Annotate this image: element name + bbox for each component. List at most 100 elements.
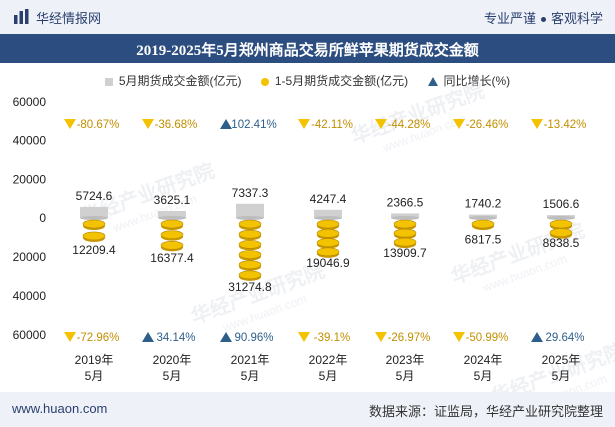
growth-label-cumulative: 90.96%	[234, 332, 273, 344]
growth-label-cumulative: -50.99%	[466, 332, 509, 344]
growth-label-cumulative: 29.64%	[545, 332, 584, 344]
bar-value-label: 2366.5	[387, 195, 424, 209]
coin-icon	[82, 219, 106, 229]
coin-icon	[549, 228, 573, 237]
coin-icon	[82, 231, 106, 241]
bar-base	[314, 216, 342, 220]
growth-down-icon	[375, 119, 387, 129]
footer-bar: www.huaon.com 数据来源：证监局，华经产业研究院整理	[0, 392, 615, 427]
legend-item-growth: 同比增长(%)	[427, 72, 510, 89]
chart-title: 2019-2025年5月郑州商品交易所鲜苹果期货成交金额	[136, 43, 479, 59]
growth-down-icon	[64, 332, 76, 342]
tagline-right: 客观科学	[550, 11, 603, 26]
coin-icon	[471, 219, 495, 229]
footer-source: 数据来源：证监局，华经产业研究院整理	[368, 404, 603, 419]
y-tick-label: 60000	[13, 95, 47, 109]
growth-label: -26.46%	[466, 119, 509, 131]
bar-value-label: 3625.1	[154, 193, 191, 207]
growth-label-cumulative: 34.14%	[156, 332, 195, 344]
growth-up-icon	[220, 119, 232, 129]
bar-monthly	[391, 213, 419, 218]
growth-label: -44.28%	[388, 119, 431, 131]
growth-label: -42.11%	[311, 119, 353, 131]
coin-stack	[82, 219, 106, 242]
growth-label-cumulative: -72.96%	[77, 332, 120, 344]
coin-value-label: 31274.8	[228, 280, 272, 294]
legend-label-cumulative: 1-5月期货成交金额(亿元)	[274, 74, 409, 88]
coin-icon	[160, 240, 184, 250]
coin-icon	[160, 230, 184, 239]
coin-value-label: 8838.5	[543, 236, 580, 250]
category-label-year: 2024年	[464, 353, 503, 367]
growth-down-icon	[375, 332, 387, 342]
bar-base	[158, 216, 186, 220]
data-labels: -80.67% -36.68% 102.41% -42.11% -44.28% -26.4…	[72, 119, 586, 344]
category-label-year: 2019年	[75, 353, 114, 367]
bar-base	[547, 216, 575, 220]
coin-stack	[160, 219, 184, 252]
category-label-month: 5月	[241, 369, 260, 383]
growth-label: 102.41%	[231, 119, 276, 131]
coin-stack	[471, 219, 495, 230]
bar-base	[469, 216, 497, 220]
y-tick-label: 60000	[13, 328, 47, 342]
y-tick-label: 20000	[13, 172, 47, 186]
coin-value-label: 13909.7	[383, 246, 427, 260]
coin-value-label: 19046.9	[306, 256, 350, 270]
coin-icon	[393, 228, 417, 238]
growth-series	[64, 119, 543, 342]
legend-label-monthly: 5月期货成交金额(亿元)	[118, 74, 242, 88]
bar-value-label: 7337.3	[232, 186, 269, 200]
coin-stack	[316, 219, 340, 258]
bar-value-label: 1740.2	[465, 197, 502, 211]
coin-icon	[393, 219, 417, 229]
y-tick-label: 40000	[13, 134, 47, 148]
coin-value-label: 12209.4	[72, 243, 116, 257]
legend-triangle-icon	[427, 77, 438, 87]
bar-base	[391, 216, 419, 220]
y-axis: 60000 40000 20000 0 20000 40000 60000	[13, 95, 47, 342]
growth-down-icon	[142, 119, 154, 129]
category-label-year: 2021年	[231, 353, 270, 367]
coin-icon	[238, 250, 262, 259]
bar-value-label: 4247.4	[310, 192, 347, 206]
legend-coin-icon	[260, 77, 269, 86]
coin-icon	[316, 238, 340, 247]
category-label-year: 2020年	[153, 353, 192, 367]
coin-icon	[316, 219, 340, 229]
y-tick-label: 20000	[13, 250, 47, 264]
coin-icon	[316, 247, 340, 257]
growth-label-cumulative: -26.97%	[388, 332, 431, 344]
legend-item-cumulative: 1-5月期货成交金额(亿元)	[260, 72, 409, 89]
growth-label: -13.42%	[544, 119, 587, 131]
growth-down-icon	[531, 119, 543, 129]
bar-monthly	[236, 203, 264, 218]
growth-down-icon	[453, 332, 465, 342]
brand-name: 华经情报网	[36, 11, 102, 26]
coin-icon	[393, 237, 417, 247]
category-label-month: 5月	[85, 369, 104, 383]
x-axis-labels: 2019年 5月 2020年 5月 2021年 5月 2022年 5月 2023年 5月 2024年…	[75, 353, 581, 383]
growth-down-icon	[298, 119, 310, 129]
coin-icon	[238, 229, 262, 239]
tagline-left: 专业严谨	[483, 11, 536, 26]
coin-stack	[549, 219, 573, 239]
bar-base	[80, 216, 108, 220]
category-label-year: 2025年	[542, 353, 581, 367]
top-bar: 华经情报网 专业严谨 客观科学	[0, 0, 615, 34]
footer-site: www.huaon.com	[12, 401, 108, 416]
coin-value-label: 16377.4	[150, 251, 194, 265]
growth-label: -36.68%	[155, 119, 198, 131]
growth-down-icon	[64, 119, 76, 129]
growth-up-icon	[220, 332, 232, 342]
y-tick-label: 0	[39, 211, 46, 225]
category-label-year: 2023年	[386, 353, 425, 367]
bar-series-monthly	[80, 203, 575, 220]
growth-label: -80.67%	[77, 119, 120, 131]
growth-down-icon	[453, 119, 465, 129]
coin-icon	[238, 240, 262, 249]
legend-item-monthly: 5月期货成交金额(亿元)	[104, 72, 242, 89]
coin-stack	[238, 219, 262, 281]
coin-icon	[160, 219, 184, 229]
growth-label-cumulative: -39.1%	[314, 332, 350, 344]
